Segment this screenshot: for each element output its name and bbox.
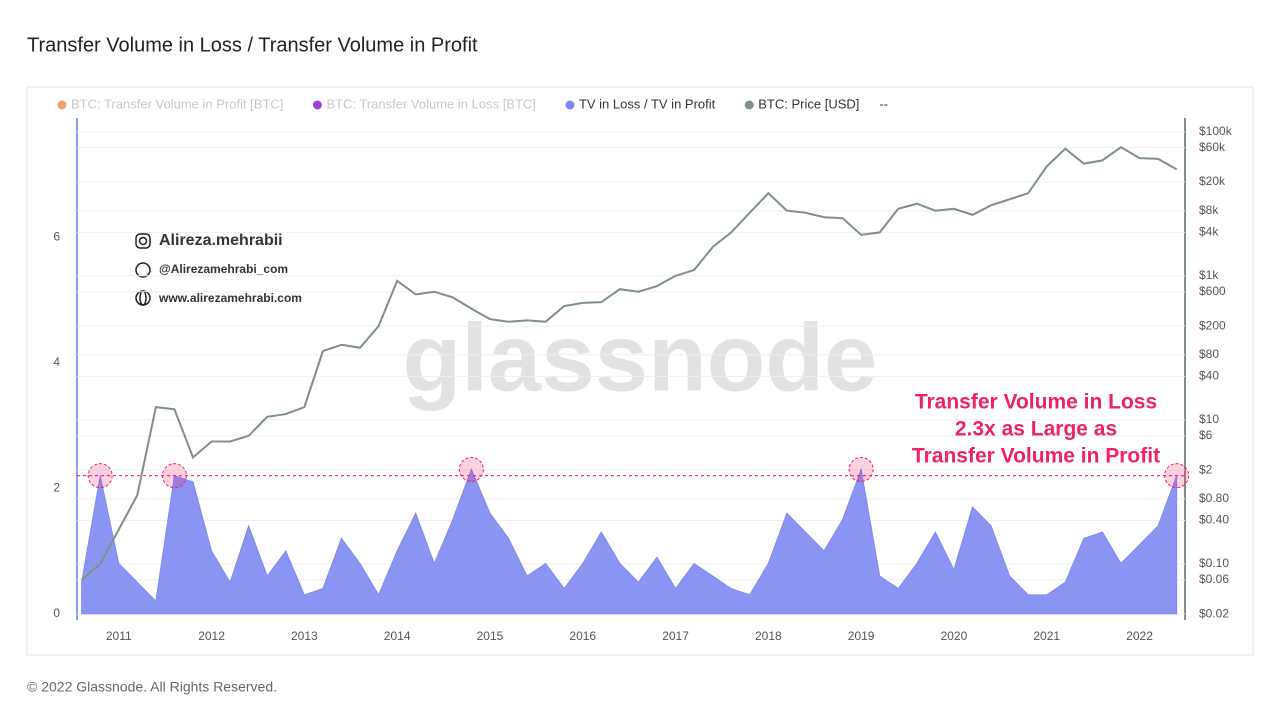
- peak-highlight: [161, 463, 187, 489]
- web-icon: [135, 290, 151, 306]
- y2-tick-label: $1k: [1199, 268, 1219, 282]
- peak-highlight: [1164, 463, 1190, 489]
- x-tick-label: 2015: [477, 629, 504, 643]
- x-tick-label: 2011: [106, 629, 132, 643]
- y-tick-label: 4: [53, 355, 60, 369]
- y-tick-label: 6: [53, 229, 60, 243]
- legend-extra[interactable]: --: [879, 96, 888, 111]
- x-tick-label: 2016: [569, 629, 596, 643]
- annotation: Transfer Volume in Loss: [915, 391, 1157, 414]
- watermark: glassnode: [403, 304, 878, 411]
- chart-frame: [26, 86, 1254, 656]
- y2-tick-label: $80: [1199, 347, 1219, 361]
- credit: Alireza.mehrabii: [159, 232, 283, 249]
- y2-tick-label: $100k: [1199, 124, 1233, 138]
- y2-tick-label: $8k: [1199, 203, 1219, 217]
- chart-title: Transfer Volume in Loss / Transfer Volum…: [27, 34, 478, 56]
- x-tick-label: 2013: [291, 629, 318, 643]
- annotation: 2.3x as Large as: [955, 418, 1117, 441]
- y2-tick-label: $4k: [1199, 225, 1219, 239]
- y2-tick-label: $0.02: [1199, 606, 1229, 620]
- y2-tick-label: $60k: [1199, 140, 1226, 154]
- peak-highlight: [848, 456, 874, 482]
- y2-tick-label: $0.40: [1199, 513, 1229, 527]
- x-tick-label: 2019: [848, 629, 875, 643]
- y-tick-label: 2: [53, 480, 60, 494]
- legend-marker[interactable]: [312, 100, 322, 110]
- y2-tick-label: $200: [1199, 318, 1226, 332]
- instagram-icon-lens: [138, 236, 148, 246]
- legend-marker[interactable]: [57, 100, 67, 110]
- x-tick-label: 2020: [941, 629, 968, 643]
- credit: www.alirezamehrabi.com: [158, 291, 302, 305]
- web-icon-meridian: [139, 290, 147, 306]
- x-tick-label: 2022: [1126, 629, 1153, 643]
- legend-label[interactable]: BTC: Transfer Volume in Profit [BTC]: [71, 96, 283, 111]
- y2-tick-label: $0.80: [1199, 491, 1229, 505]
- peak-highlight: [458, 456, 484, 482]
- x-tick-label: 2018: [755, 629, 782, 643]
- y2-tick-label: $6: [1199, 428, 1213, 442]
- credit: @Alirezamehrabi_com: [159, 262, 288, 276]
- y2-tick-label: $10: [1199, 412, 1219, 426]
- legend-label[interactable]: BTC: Price [USD]: [758, 96, 859, 111]
- legend-marker[interactable]: [565, 100, 575, 110]
- peak-highlight: [87, 463, 113, 489]
- y2-tick-label: $600: [1199, 284, 1226, 298]
- y2-tick-label: $0.10: [1199, 556, 1229, 570]
- y2-tick-label: $0.06: [1199, 572, 1229, 586]
- telegram-icon: [135, 262, 151, 278]
- footer: © 2022 Glassnode. All Rights Reserved.: [27, 679, 277, 695]
- y-tick-label: 0: [53, 606, 60, 620]
- annotation: Transfer Volume in Profit: [912, 445, 1160, 468]
- ratio-area: [81, 467, 1178, 615]
- legend-label[interactable]: BTC: Transfer Volume in Loss [BTC]: [326, 96, 536, 111]
- y2-tick-label: $20k: [1199, 174, 1226, 188]
- x-tick-label: 2021: [1033, 629, 1060, 643]
- instagram-icon: [135, 233, 151, 249]
- legend-marker[interactable]: [744, 100, 754, 110]
- x-tick-label: 2012: [198, 629, 225, 643]
- credit-icons: [135, 233, 151, 306]
- legend-label[interactable]: TV in Loss / TV in Profit: [579, 96, 716, 111]
- x-tick-label: 2017: [662, 629, 689, 643]
- x-tick-label: 2014: [384, 629, 411, 643]
- y2-tick-label: $40: [1199, 369, 1219, 383]
- y2-tick-label: $2: [1199, 462, 1213, 476]
- price-line: [80, 145, 1178, 581]
